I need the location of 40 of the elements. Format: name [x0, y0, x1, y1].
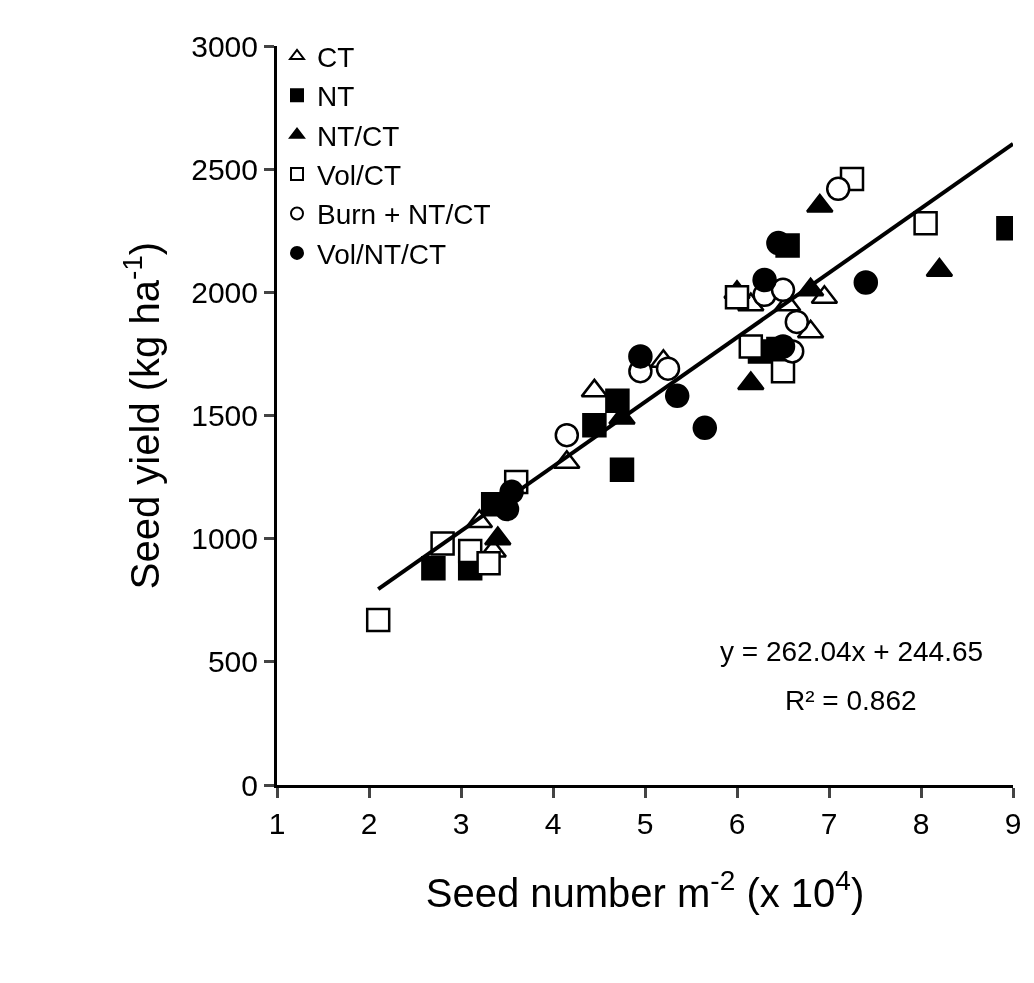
point: [582, 413, 607, 438]
point: [655, 356, 681, 381]
x-tick-label: 7: [820, 807, 838, 840]
point: [825, 176, 851, 202]
x-axis-title: Seed number m$^{-2}$ (x 10$^{4}$): [425, 864, 865, 915]
y-tick-label: 500: [207, 645, 258, 679]
x-tick-label: 8: [912, 807, 930, 840]
y-tick-label: 2000: [191, 275, 258, 309]
annotation: R² = 0.862: [785, 685, 917, 716]
x-tick-label: 5: [636, 807, 654, 840]
point: [628, 344, 653, 369]
point: [738, 334, 764, 359]
legend-label: NT: [317, 81, 355, 113]
x-tick-label: 9: [1004, 807, 1022, 840]
point: [365, 607, 391, 633]
legend-label: Burn + NT/CT: [317, 199, 491, 231]
point: [476, 551, 501, 576]
x-tick-label: 3: [452, 807, 470, 840]
point: [692, 415, 718, 441]
point: [609, 457, 635, 482]
x-tick-label: 6: [728, 807, 746, 840]
point: [605, 388, 630, 413]
point: [752, 267, 777, 293]
y-tick-label: 1500: [191, 399, 258, 432]
point: [853, 270, 879, 295]
x-tick-label: 1: [268, 807, 286, 840]
legend-label: NT/CT: [317, 120, 400, 152]
x-tick-label: 4: [544, 807, 562, 840]
legend-label: CT: [317, 41, 355, 73]
y-tick-label: 1000: [191, 522, 258, 556]
point: [664, 383, 690, 409]
y-tick-label: 0: [241, 768, 258, 802]
point: [421, 555, 446, 581]
annotation: y = 262.04x + 244.65: [720, 636, 984, 667]
y-tick-label: 3000: [191, 29, 258, 63]
x-tick-label: 2: [360, 807, 378, 840]
y-tick-label: 2500: [191, 152, 258, 186]
legend-label: Vol/CT: [317, 160, 402, 192]
legend-label: Vol/NT/CT: [317, 238, 447, 270]
point: [724, 285, 750, 310]
